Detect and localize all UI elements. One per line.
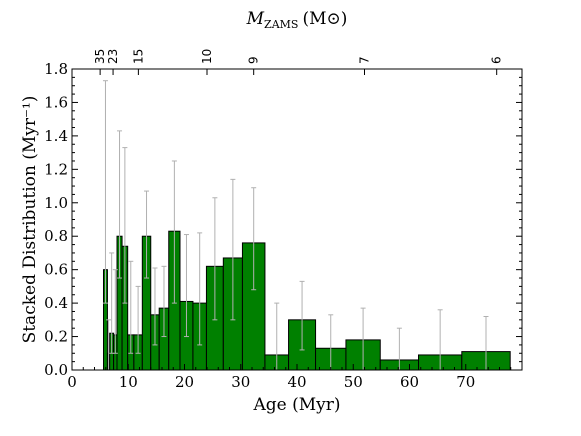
- error-bar-5: [122, 147, 128, 304]
- error-bar-12: [183, 234, 189, 338]
- error-bar-7: [135, 285, 141, 354]
- x-tick-label-5: 50: [344, 373, 363, 391]
- error-bar-13: [197, 232, 203, 346]
- y-tick-label-8: 1.6: [44, 93, 68, 111]
- error-bar-3: [112, 269, 118, 354]
- x-tick-label-6: 60: [400, 373, 419, 391]
- x-tick-label-2: 20: [175, 373, 194, 391]
- axis-ticks: 0 10 20 30 40 50 60 70 0.0 0.2 0.4 0.6 0.8 1.0 1.2 1.4 1…: [44, 49, 522, 391]
- top-tick-label-1: 23: [106, 49, 120, 64]
- error-bar-18: [299, 280, 305, 351]
- x-tick-label-1: 10: [119, 373, 138, 391]
- y-tick-label-7: 1.4: [44, 127, 68, 145]
- error-bar-4: [117, 130, 123, 279]
- y-tick-label-9: 1.8: [44, 60, 68, 78]
- x-tick-label-7: 70: [456, 373, 475, 391]
- error-bar-16: [251, 187, 257, 291]
- top-tick-label-5: 7: [358, 56, 372, 64]
- top-axis-label-main: M: [246, 9, 265, 29]
- error-bar-14: [212, 197, 218, 321]
- y-tick-label-2: 0.4: [44, 294, 68, 312]
- top-axis-label: MZAMS (M⊙): [246, 9, 348, 31]
- top-tick-label-6: 6: [490, 56, 504, 64]
- top-tick-label-4: 9: [247, 56, 261, 64]
- x-axis-label: Age (Myr): [252, 395, 340, 415]
- error-bar-9: [152, 267, 158, 346]
- y-tick-label-5: 1.0: [44, 194, 68, 212]
- top-tick-label-2: 15: [131, 49, 145, 64]
- top-axis-label-unit: (M⊙): [302, 9, 347, 29]
- y-tick-label-1: 0.2: [44, 328, 68, 346]
- y-tick-label-4: 0.8: [44, 227, 68, 245]
- error-bar-8: [144, 190, 150, 279]
- y-tick-label-0: 0.0: [44, 361, 68, 379]
- y-tick-label-3: 0.6: [44, 261, 68, 279]
- top-axis-label-sub: ZAMS: [264, 18, 298, 31]
- error-bar-10: [161, 265, 167, 338]
- error-bar-0: [102, 80, 108, 304]
- top-tick-label-3: 10: [200, 49, 214, 64]
- y-tick-label-6: 1.2: [44, 160, 68, 178]
- histogram-bars: [103, 230, 511, 371]
- error-bar-15: [230, 178, 236, 321]
- x-tick-label-0: 0: [67, 373, 77, 391]
- error-bar-11: [171, 160, 177, 304]
- y-axis-label: Stacked Distribution (Myr⁻¹): [20, 96, 40, 344]
- x-tick-label-3: 30: [231, 373, 250, 391]
- error-bar-6: [128, 260, 134, 354]
- x-tick-label-4: 40: [287, 373, 306, 391]
- top-tick-label-0: 35: [93, 49, 107, 64]
